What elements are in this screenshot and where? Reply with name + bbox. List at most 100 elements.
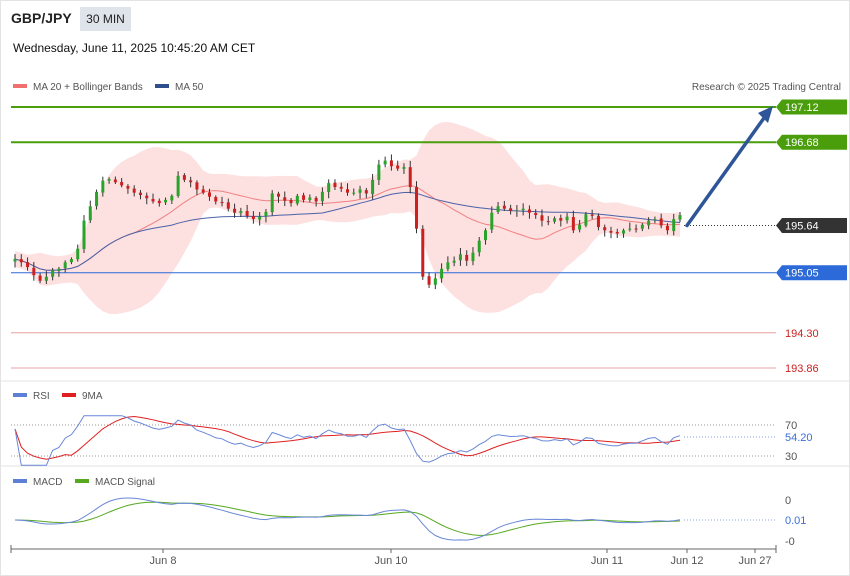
candle: [289, 197, 293, 207]
candle-body: [653, 219, 657, 221]
candle: [19, 254, 23, 267]
legend-rsi-ma-swatch: [62, 393, 76, 397]
candle-body: [590, 214, 594, 216]
symbol-label: GBP/JPY: [11, 10, 72, 26]
legend-rsi-ma-label: 9MA: [82, 391, 103, 402]
candle-body: [640, 224, 644, 229]
candle: [471, 247, 475, 266]
legend-macd-label: MACD: [33, 477, 62, 488]
candle: [433, 273, 437, 290]
timeframe-badge[interactable]: 30 MIN: [80, 7, 131, 31]
candle-body: [157, 200, 161, 204]
candle: [659, 213, 663, 229]
candle: [653, 216, 657, 224]
candle: [57, 266, 61, 277]
level-tag-label: 195.05: [785, 268, 819, 280]
candle: [377, 159, 381, 185]
legend-macd-signal-swatch: [75, 479, 89, 483]
candle-body: [358, 189, 362, 193]
candle: [527, 205, 531, 219]
candle-body: [452, 260, 456, 263]
projection-arrow: [685, 106, 773, 228]
candle: [314, 196, 318, 207]
candle: [201, 185, 205, 195]
candle: [521, 203, 525, 216]
candle: [320, 187, 324, 206]
candle: [189, 176, 193, 188]
time-tick-label: Jun 8: [150, 555, 177, 567]
candle: [465, 250, 469, 266]
rsi-tick-30: 30: [785, 451, 797, 463]
legend-macd-swatch: [13, 479, 27, 483]
candle: [446, 256, 450, 272]
candle: [396, 160, 400, 171]
candle: [38, 272, 42, 284]
candle-body: [170, 195, 174, 201]
macd-tick-neg: -0: [785, 536, 795, 548]
candle-body: [120, 181, 124, 186]
candle-body: [408, 167, 412, 188]
candle: [145, 192, 149, 205]
candle-body: [383, 160, 387, 165]
candle-body: [615, 231, 619, 234]
candle-body: [88, 206, 92, 221]
candle: [383, 156, 387, 168]
candle: [421, 225, 425, 280]
candle: [76, 244, 80, 262]
macd-lines: [14, 497, 681, 541]
credit-label: Research © 2025 Trading Central: [692, 82, 841, 93]
candle: [609, 226, 613, 239]
candle: [596, 213, 600, 231]
rsi-line: [14, 415, 681, 466]
candle-body: [113, 179, 117, 183]
candle: [170, 194, 174, 204]
candle-body: [151, 198, 155, 202]
candle: [665, 223, 669, 235]
candle-body: [126, 186, 130, 189]
candle: [672, 213, 676, 236]
datetime-label: Wednesday, June 11, 2025 10:45:20 AM CET: [13, 41, 256, 55]
candle-body: [659, 218, 663, 226]
candle-body: [496, 206, 500, 212]
candle-body: [327, 183, 331, 193]
candle: [603, 224, 607, 237]
time-tick-label: Jun 10: [374, 555, 407, 567]
candle-body: [38, 275, 42, 281]
candle: [578, 219, 582, 233]
candle-body: [44, 276, 48, 281]
candle-body: [427, 276, 431, 285]
candle-body: [502, 205, 506, 209]
candle: [502, 200, 506, 211]
candle: [346, 183, 349, 196]
candle-body: [32, 267, 36, 276]
candle-body: [446, 262, 450, 270]
candle: [678, 212, 682, 223]
candle: [440, 263, 444, 283]
candle-body: [264, 211, 268, 217]
candle-body: [433, 278, 437, 285]
candle-body: [201, 189, 205, 193]
candle: [69, 257, 73, 265]
candle-body: [308, 197, 312, 200]
candle-body: [239, 211, 243, 214]
candle: [358, 185, 362, 199]
level-tag: [776, 217, 847, 233]
candle-body: [371, 179, 375, 195]
candle-body: [245, 211, 249, 216]
level-tag: [776, 265, 847, 281]
candle: [44, 271, 48, 285]
candle: [251, 211, 255, 224]
candle: [82, 215, 86, 253]
candles: [13, 154, 682, 290]
legend-ma50-swatch: [155, 84, 169, 88]
candle: [270, 190, 274, 216]
candle-body: [101, 180, 105, 193]
level-tag-label: 195.64: [785, 220, 819, 232]
candle: [402, 163, 406, 174]
candle-body: [389, 160, 393, 167]
level-tag-label: 197.12: [785, 102, 819, 114]
candle-body: [364, 190, 368, 194]
candle-body: [634, 228, 638, 230]
rsi-lines: [14, 415, 681, 466]
candle-body: [665, 225, 669, 231]
